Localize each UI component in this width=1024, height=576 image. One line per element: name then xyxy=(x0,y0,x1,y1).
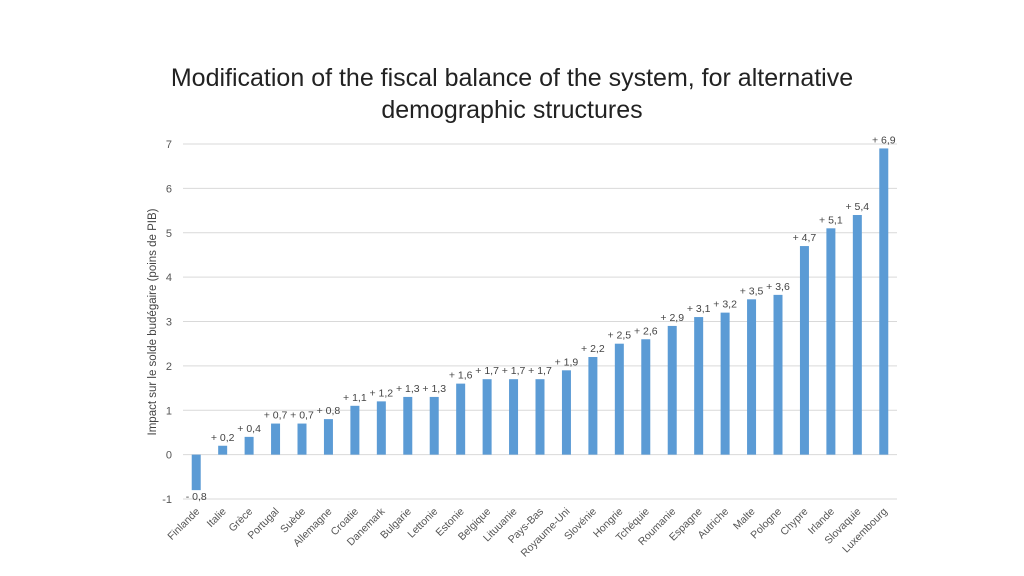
data-label: + 3,1 xyxy=(687,303,711,315)
data-label: + 2,6 xyxy=(634,325,658,337)
chart-title-line-1: Modification of the fiscal balance of th… xyxy=(170,64,854,92)
y-tick-label: 7 xyxy=(166,139,172,151)
bar xyxy=(244,436,254,455)
bar xyxy=(376,401,386,455)
data-label: + 2,5 xyxy=(608,330,632,342)
bar xyxy=(641,339,651,455)
bar xyxy=(720,312,730,455)
bar xyxy=(297,423,307,455)
bar xyxy=(852,215,862,455)
data-label: + 0,7 xyxy=(290,410,314,422)
bar xyxy=(482,379,492,455)
data-label: + 1,3 xyxy=(396,383,420,395)
x-tick-label: Lettonie xyxy=(405,506,440,541)
x-tick-label: Finlande xyxy=(165,506,202,543)
bar xyxy=(799,246,809,455)
x-tick-label: Italie xyxy=(205,506,229,530)
data-label: + 1,2 xyxy=(370,387,394,399)
bar xyxy=(271,423,281,455)
chart-title-line-2: demographic structures xyxy=(381,96,643,124)
bar xyxy=(509,379,519,455)
bar xyxy=(879,148,889,455)
bar xyxy=(826,228,836,455)
bar xyxy=(667,325,677,455)
bar xyxy=(561,370,571,455)
data-label: + 0,4 xyxy=(237,423,261,435)
data-label: + 0,2 xyxy=(211,432,235,444)
data-label: + 1,3 xyxy=(422,383,446,395)
data-label: + 1,7 xyxy=(502,365,526,377)
data-label: + 1,7 xyxy=(528,365,552,377)
y-tick-label: 1 xyxy=(166,405,172,417)
chart-title: Modification of the fiscal balance of th… xyxy=(0,62,1024,126)
y-tick-label: 4 xyxy=(166,272,172,284)
data-label: + 1,1 xyxy=(343,392,367,404)
data-label: + 3,5 xyxy=(740,285,764,297)
bar xyxy=(403,396,413,455)
bar xyxy=(588,357,598,455)
bar xyxy=(747,299,757,455)
bar xyxy=(350,405,360,455)
bar xyxy=(191,454,201,491)
y-tick-label: 3 xyxy=(166,317,172,329)
data-label: + 0,8 xyxy=(317,405,341,417)
x-tick-label: Chypre xyxy=(778,506,811,539)
data-label: + 1,7 xyxy=(475,365,499,377)
data-label: + 4,7 xyxy=(793,232,817,244)
y-tick-label: -1 xyxy=(162,494,172,506)
y-tick-label: 6 xyxy=(166,183,172,195)
bar xyxy=(323,419,333,455)
data-label: + 2,9 xyxy=(660,312,684,324)
data-label: + 3,6 xyxy=(766,281,790,293)
data-label: + 5,1 xyxy=(819,214,843,226)
data-label: + 6,9 xyxy=(872,134,896,146)
bar xyxy=(429,396,439,455)
bar xyxy=(773,294,783,455)
bar xyxy=(456,383,466,455)
data-label: + 2,2 xyxy=(581,343,605,355)
data-label: - 0,8 xyxy=(186,491,207,503)
bar xyxy=(614,343,624,455)
data-label: + 3,2 xyxy=(713,299,737,311)
data-label: + 1,9 xyxy=(555,356,579,368)
data-label: + 0,7 xyxy=(264,410,288,422)
bar xyxy=(218,445,228,455)
y-tick-label: 5 xyxy=(166,228,172,240)
y-tick-label: 0 xyxy=(166,450,172,462)
y-axis-label: Impact sur le solde budégaire (poins de … xyxy=(147,208,159,435)
bar xyxy=(694,317,704,455)
data-label: + 1,6 xyxy=(449,370,473,382)
y-tick-label: 2 xyxy=(166,361,172,373)
bar xyxy=(535,379,545,455)
data-label: + 5,4 xyxy=(846,201,870,213)
